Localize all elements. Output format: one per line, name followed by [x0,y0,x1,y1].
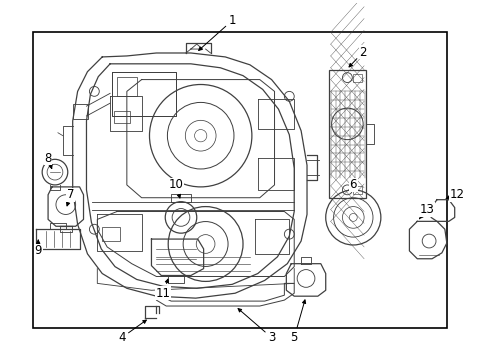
Text: 7: 7 [66,188,74,206]
Text: 2: 2 [348,45,366,67]
Bar [73,104,88,119]
Bar [117,77,137,96]
Text: 1: 1 [198,14,236,50]
Text: 3: 3 [238,309,275,344]
Bar [352,186,362,194]
Text: 6: 6 [349,179,356,192]
Text: 10: 10 [168,179,183,198]
Bar [114,111,129,123]
Bar [33,32,446,328]
Text: 13: 13 [419,203,434,219]
Bar [102,227,120,241]
Text: 5: 5 [290,300,305,344]
Text: 11: 11 [156,279,170,300]
Text: 8: 8 [44,152,52,168]
Text: 4: 4 [118,320,146,344]
Bar [352,74,362,82]
Bar [328,70,366,198]
Text: 9: 9 [35,240,42,257]
Text: 12: 12 [445,188,463,201]
